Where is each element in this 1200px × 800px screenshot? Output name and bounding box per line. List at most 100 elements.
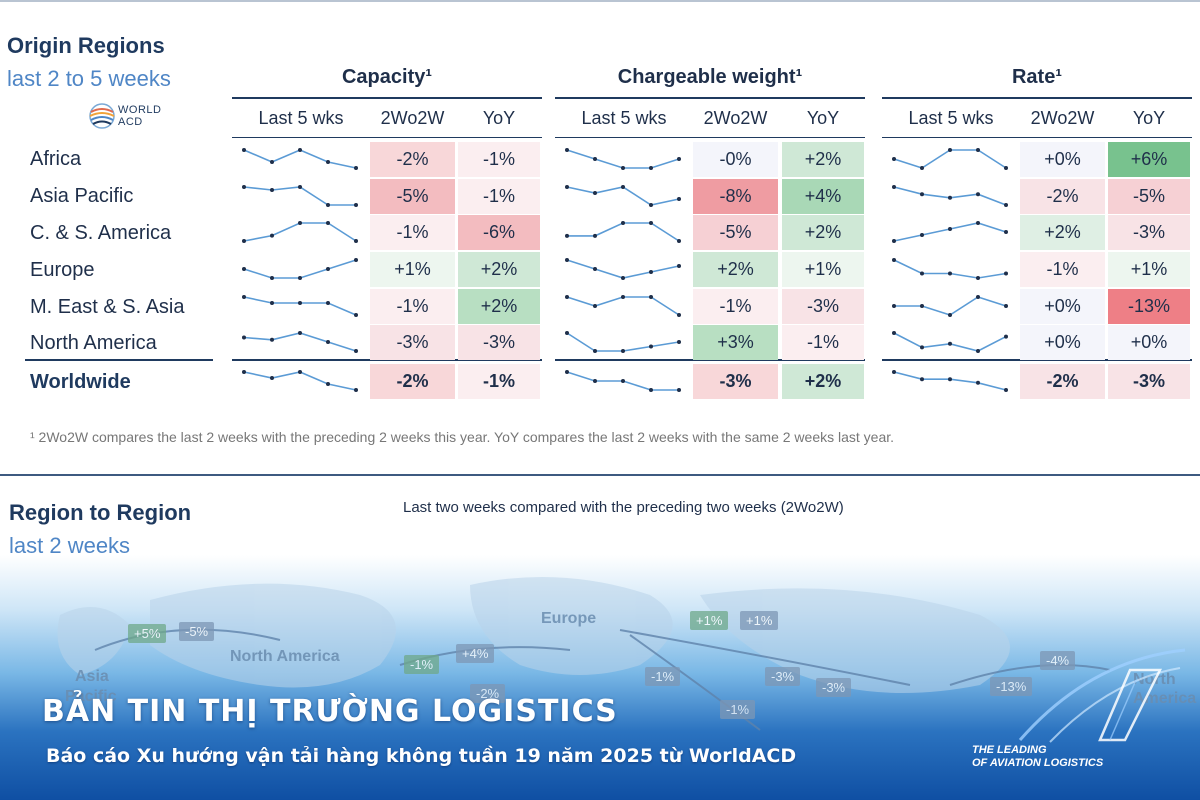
- globe-icon: [89, 103, 115, 129]
- col-head-rate-trend: Last 5 wks: [908, 108, 994, 128]
- group-title-capacity: Capacity¹: [341, 66, 433, 88]
- cell-rate-yoy-row2: -3%: [1108, 215, 1190, 250]
- sparkline-chargeable-row4: [566, 296, 680, 316]
- origin-title: Origin Regions: [7, 33, 165, 58]
- col-head-chargeable-trend: Last 5 wks: [581, 108, 667, 128]
- r2r-note: Last two weeks compared with the precedi…: [403, 499, 844, 516]
- cell-rate-yoy-row5: +0%: [1108, 325, 1190, 360]
- sparkline-point-capacity-row2-0: [242, 239, 246, 243]
- sparkline-point-capacity-row2-3: [326, 221, 330, 225]
- sparkline-capacity-row4: [243, 296, 357, 316]
- sparkline-point-chargeable-row4-1: [593, 304, 597, 308]
- sparkline-point-capacity-row5-3: [326, 340, 330, 344]
- sparkline-point-chargeable-row6-3: [649, 388, 653, 392]
- banner-subtitle: Báo cáo Xu hướng vận tải hàng không tuần…: [46, 745, 797, 767]
- worldwide-rule-rate: [882, 359, 1192, 361]
- sparkline-point-capacity-row6-0: [242, 370, 246, 374]
- sparkline-point-rate-row6-0: [892, 370, 896, 374]
- sparkline-point-capacity-row3-2: [298, 276, 302, 280]
- cell-chargeable-w2w-row2: -5%: [693, 215, 778, 250]
- cell-rate-yoy-row4: -13%: [1108, 289, 1190, 324]
- sparkline-point-capacity-row3-4: [354, 258, 358, 262]
- sparkline-point-rate-row0-1: [920, 166, 924, 170]
- sparkline-point-capacity-row1-2: [298, 185, 302, 189]
- cell-rate-yoy-row1: -5%: [1108, 179, 1190, 214]
- sparkline-point-rate-row1-2: [948, 195, 952, 200]
- col-head-chargeable-yoy: YoY: [806, 108, 840, 128]
- sparkline-point-rate-row4-3: [976, 295, 980, 299]
- sparkline-point-rate-row3-1: [920, 271, 924, 276]
- cell-rate-w2w-row1: -2%: [1020, 179, 1105, 214]
- sparkline-point-chargeable-row1-1: [593, 191, 597, 195]
- r2r-subtitle: last 2 weeks: [9, 533, 131, 558]
- cell-capacity-w2w-row3: +1%: [370, 252, 455, 287]
- cell-capacity-w2w-row2: -1%: [370, 215, 455, 250]
- cell-chargeable-yoy-row4: -3%: [782, 289, 864, 324]
- footnote: ¹ 2Wo2W compares the last 2 weeks with t…: [30, 429, 895, 445]
- sparkline-point-rate-row3-0: [892, 258, 896, 262]
- sparkline-point-chargeable-row2-1: [593, 233, 597, 238]
- banner-title: BẢN TIN THỊ TRƯỜNG LOGISTICS: [42, 694, 618, 729]
- map-badge-6: +1%: [740, 611, 779, 630]
- map-badge-2: -5%: [179, 622, 215, 641]
- cell-capacity-w2w-row0: -2%: [370, 142, 455, 177]
- group-rule-rate: [882, 97, 1192, 99]
- row-label-north-america: North America: [30, 332, 157, 354]
- cell-rate-w2w-row6: -2%: [1020, 364, 1105, 399]
- sparkline-point-chargeable-row2-3: [649, 221, 653, 225]
- sparkline-chargeable-row3: [566, 259, 680, 279]
- sparkline-point-chargeable-row5-0: [565, 331, 569, 335]
- map-badge-3: -1%: [404, 655, 440, 674]
- sparkline-point-rate-row1-0: [892, 185, 896, 189]
- sparkline-point-chargeable-row2-4: [677, 239, 681, 243]
- sparkline-point-rate-row6-3: [976, 380, 980, 385]
- sparkline-point-rate-row6-1: [920, 377, 924, 382]
- r2r-title: Region to Region: [9, 500, 192, 525]
- cell-capacity-yoy-row0: -1%: [458, 142, 540, 177]
- logo-text: WORLD ACD: [118, 104, 162, 128]
- cell-capacity-w2w-row5: -3%: [370, 325, 455, 360]
- map-label-asia: Asia: [75, 668, 109, 685]
- sparkline-point-chargeable-row2-0: [565, 233, 569, 238]
- cell-rate-w2w-row2: +2%: [1020, 215, 1105, 250]
- sparkline-point-capacity-row6-1: [270, 376, 274, 380]
- row-label-europe: Europe: [30, 259, 95, 281]
- row-label-me-s-asia: M. East & S. Asia: [30, 296, 185, 318]
- sparkline-point-rate-row6-2: [948, 377, 952, 382]
- col-head-capacity-trend: Last 5 wks: [258, 108, 344, 128]
- top-rule: [0, 0, 1200, 2]
- sparkline-capacity-row5: [243, 332, 357, 352]
- sparkline-point-rate-row2-1: [920, 233, 924, 237]
- sparkline-point-rate-row2-3: [976, 221, 980, 225]
- cell-capacity-w2w-row4: -1%: [370, 289, 455, 324]
- sparkline-point-capacity-row3-3: [326, 267, 330, 271]
- sparkline-point-capacity-row2-1: [270, 233, 274, 238]
- row-label-worldwide: Worldwide: [30, 371, 131, 393]
- group-title-rate: Rate¹: [1011, 66, 1062, 88]
- sparkline-point-rate-row5-2: [948, 341, 952, 346]
- sparkline-point-capacity-row5-1: [270, 337, 274, 342]
- origin-subtitle: last 2 to 5 weeks: [7, 66, 171, 91]
- cell-chargeable-w2w-row6: -3%: [693, 364, 778, 399]
- cell-capacity-yoy-row5: -3%: [458, 325, 540, 360]
- sparkline-point-rate-row3-4: [1004, 271, 1008, 276]
- sparkline-point-rate-row5-0: [892, 331, 896, 335]
- col-head-capacity-yoy: YoY: [482, 108, 516, 128]
- sparkline-point-capacity-row4-1: [270, 301, 274, 305]
- cell-chargeable-yoy-row6: +2%: [782, 364, 864, 399]
- cell-capacity-w2w-row6: -2%: [370, 364, 455, 399]
- cell-rate-yoy-row3: +1%: [1108, 252, 1190, 287]
- map-label-europe: Europe: [541, 610, 597, 627]
- sparkline-point-capacity-row4-4: [354, 313, 358, 317]
- sparkline-point-chargeable-row5-1: [593, 349, 597, 353]
- sparkline-point-chargeable-row1-2: [621, 185, 625, 189]
- sparkline-point-capacity-row0-4: [354, 166, 358, 170]
- sparkline-point-capacity-row5-0: [242, 335, 246, 340]
- head-rule-capacity: [232, 137, 542, 138]
- map-badge-7: -1%: [645, 667, 681, 686]
- sparkline-capacity-row0: [243, 149, 357, 169]
- cell-chargeable-yoy-row1: +4%: [782, 179, 864, 214]
- sparkline-point-chargeable-row1-3: [649, 203, 653, 207]
- cell-capacity-yoy-row6: -1%: [458, 364, 540, 399]
- sparkline-point-chargeable-row6-4: [677, 388, 681, 392]
